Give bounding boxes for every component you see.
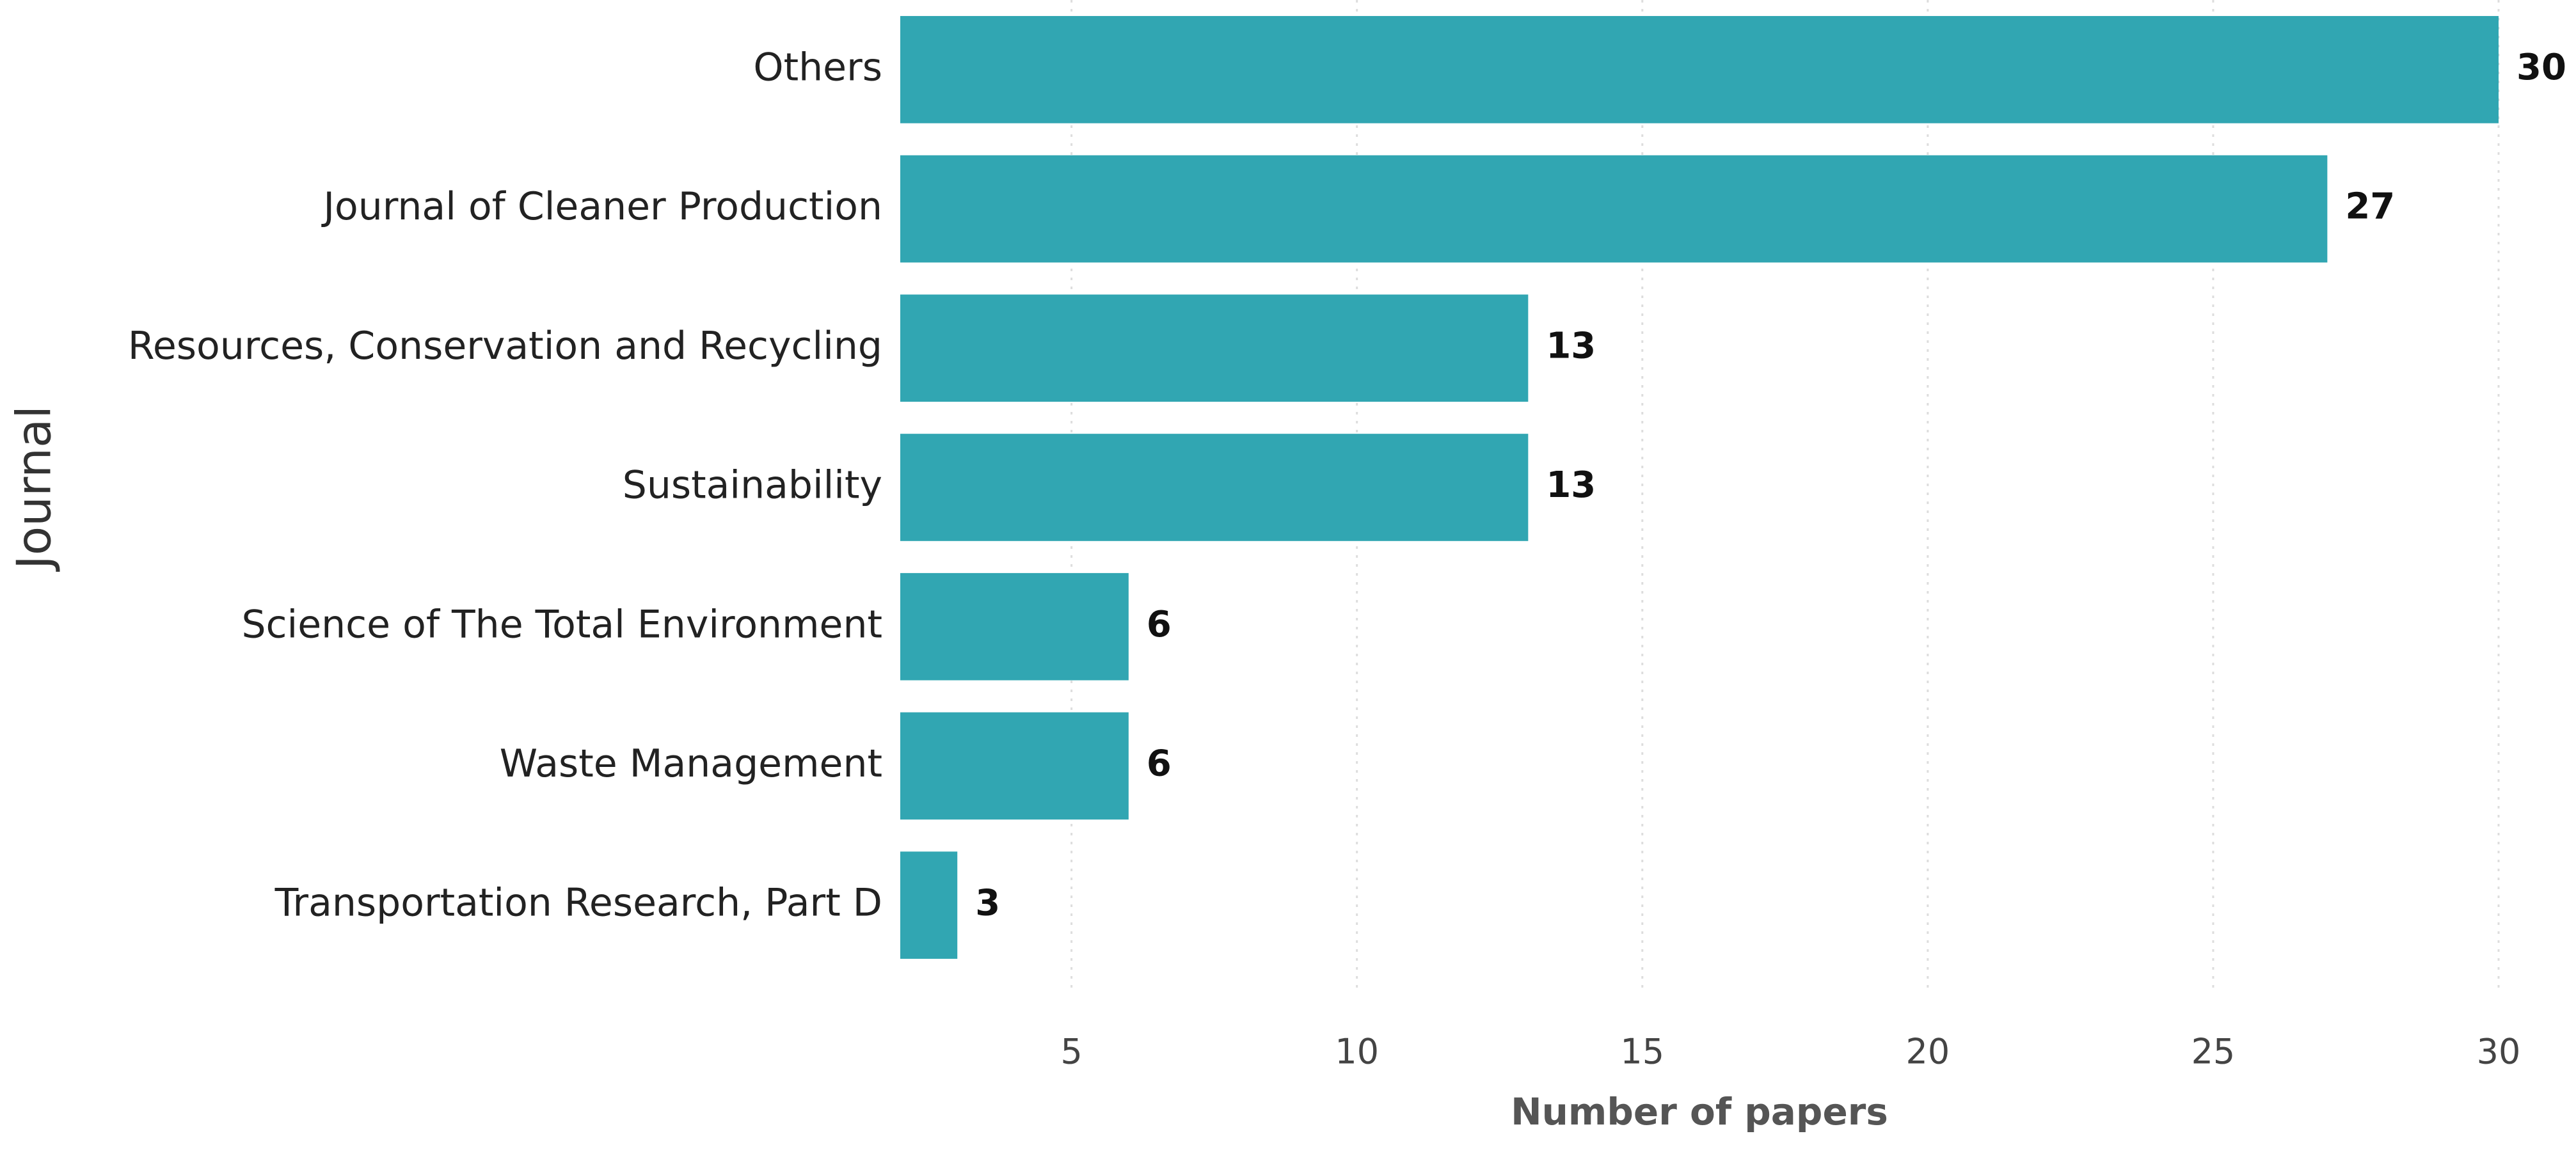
y-tick-label: Waste Management <box>500 741 882 786</box>
x-tick-label: 20 <box>1905 1032 1950 1072</box>
value-label: 6 <box>1147 604 1172 645</box>
x-tick-label: 30 <box>2477 1032 2521 1072</box>
y-tick-label: Science of The Total Environment <box>241 602 882 647</box>
value-label: 13 <box>1546 325 1596 367</box>
bar <box>900 434 1529 541</box>
y-tick-label: Others <box>753 45 882 90</box>
x-axis-title: Number of papers <box>1511 1090 1888 1133</box>
bar <box>900 851 958 959</box>
x-tick-label: 25 <box>2191 1032 2236 1072</box>
bar <box>900 572 1129 681</box>
y-tick-label: Sustainability <box>623 463 882 508</box>
bar <box>900 294 1529 402</box>
value-label: 3 <box>975 882 1000 924</box>
x-tick-label: 15 <box>1620 1032 1664 1072</box>
value-label: 13 <box>1546 464 1596 506</box>
value-label: 6 <box>1147 743 1172 785</box>
x-tick-label: 5 <box>1060 1032 1082 1072</box>
bar <box>900 16 2499 123</box>
y-tick-label: Resources, Conservation and Recycling <box>128 324 882 368</box>
value-label: 27 <box>2345 186 2395 228</box>
y-tick-label: Journal of Cleaner Production <box>321 184 882 229</box>
bar <box>900 712 1129 820</box>
bar <box>900 155 2328 263</box>
x-tick-label: 10 <box>1335 1032 1379 1072</box>
value-label: 30 <box>2516 47 2566 88</box>
y-axis-title: Journal <box>7 406 62 572</box>
y-tick-label: Transportation Research, Part D <box>274 881 882 926</box>
